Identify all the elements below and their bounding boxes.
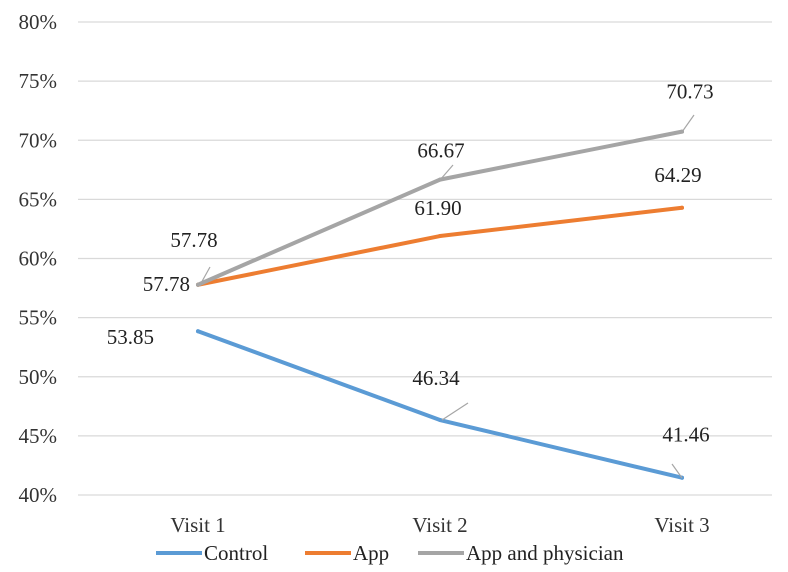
label-leader-line (441, 402, 469, 421)
y-tick-label: 75% (19, 69, 58, 93)
x-tick-label: Visit 2 (412, 513, 467, 537)
data-label: 57.78 (170, 228, 217, 252)
data-point (438, 234, 442, 239)
legend-label: Control (204, 541, 268, 565)
legend-label: App and physician (466, 541, 624, 565)
data-point (196, 329, 200, 334)
label-leader-line (199, 266, 211, 286)
gridlines (78, 21, 772, 496)
y-tick-label: 65% (19, 187, 58, 211)
x-tick-label: Visit 1 (170, 513, 225, 537)
data-point (680, 205, 684, 210)
series-line-control (196, 329, 684, 480)
label-leader-line (671, 463, 683, 479)
legend-label: App (353, 541, 389, 565)
y-tick-label: 70% (19, 128, 58, 152)
data-label: 57.78 (143, 272, 190, 296)
data-label: 46.34 (412, 366, 460, 390)
y-tick-label: 45% (19, 424, 58, 448)
x-tick-label: Visit 3 (654, 513, 709, 537)
y-axis-ticks: 40% 45% 50% 55% 60% 65% 70% 75% 80% (19, 10, 58, 507)
y-tick-label: 80% (19, 10, 58, 34)
data-label: 64.29 (654, 163, 701, 187)
y-tick-label: 40% (19, 483, 58, 507)
legend: Control App App and physician (156, 541, 624, 565)
data-point (196, 282, 200, 287)
data-label: 41.46 (662, 423, 709, 447)
data-label: 53.85 (107, 325, 154, 349)
y-tick-label: 60% (19, 247, 58, 271)
y-tick-label: 55% (19, 306, 58, 330)
data-label: 70.73 (666, 80, 713, 104)
label-leader-line (439, 164, 454, 181)
data-label: 66.67 (417, 139, 464, 163)
data-label: 61.90 (414, 196, 461, 220)
y-tick-label: 50% (19, 365, 58, 389)
data-point (438, 418, 442, 423)
data-labels: 53.85 46.34 41.46 57.78 61.90 64.29 57.78 66.67… (107, 80, 714, 479)
x-axis-ticks: Visit 1 Visit 2 Visit 3 (170, 513, 709, 537)
series-lines (196, 129, 684, 480)
label-leader-line (681, 114, 695, 133)
